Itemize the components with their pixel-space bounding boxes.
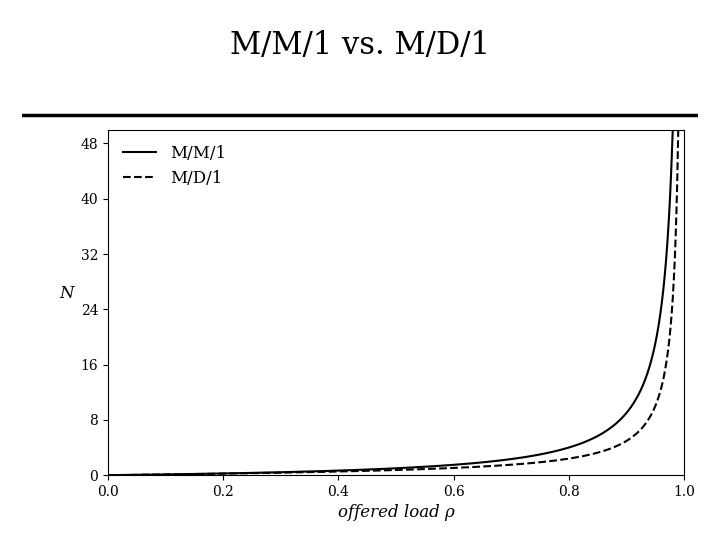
Y-axis label: N: N — [60, 286, 74, 302]
Text: 21: 21 — [681, 517, 698, 531]
Legend: M/M/1, M/D/1: M/M/1, M/D/1 — [117, 138, 233, 194]
Text: Communication Networks: Communication Networks — [271, 517, 449, 531]
X-axis label: offered load ρ: offered load ρ — [338, 504, 454, 522]
Text: M/M/1 vs. M/D/1: M/M/1 vs. M/D/1 — [230, 30, 490, 61]
